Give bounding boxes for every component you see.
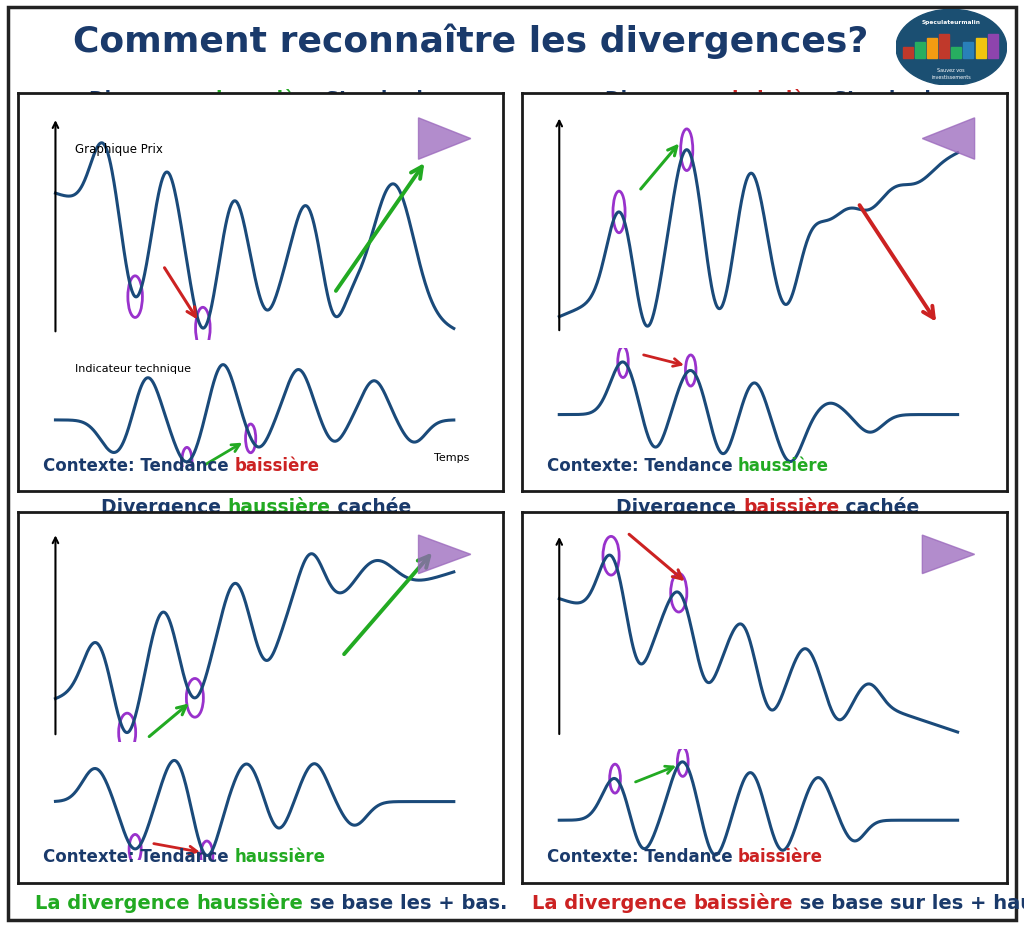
Text: Divergence: Divergence [101,498,227,516]
Text: Contexte: Tendance: Contexte: Tendance [547,457,738,475]
Text: baissière: baissière [693,895,793,913]
Bar [951,46,962,57]
Text: Divergence: Divergence [89,90,216,108]
Text: cachée: cachée [840,498,920,516]
Text: Speculateurmalin: Speculateurmalin [922,19,981,25]
Text: Comment reconnaître les divergences?: Comment reconnaître les divergences? [74,23,868,58]
Text: se base les + bas.: se base les + bas. [303,895,508,913]
Text: Standard: Standard [827,90,931,108]
Text: Contexte: Tendance: Contexte: Tendance [43,457,234,475]
Polygon shape [419,535,471,574]
Text: La divergence: La divergence [35,895,197,913]
Text: baissière: baissière [743,498,840,516]
Bar [927,38,937,57]
Ellipse shape [896,9,1007,85]
Text: La divergence: La divergence [531,895,693,913]
Text: baissière: baissière [234,457,319,475]
FancyBboxPatch shape [8,7,1016,920]
Text: se base sur les + hauts.: se base sur les + hauts. [793,895,1024,913]
Bar [939,34,949,57]
Text: haussière: haussière [216,90,318,108]
Text: Standard: Standard [318,90,423,108]
Text: haussière: haussière [227,498,331,516]
Polygon shape [923,535,975,574]
Text: haussière: haussière [738,457,829,475]
Text: Contexte: Tendance: Contexte: Tendance [43,848,234,866]
Text: Graphique Prix: Graphique Prix [76,144,163,157]
Bar [976,38,985,57]
Text: cachée: cachée [331,498,411,516]
Text: Contexte: Tendance: Contexte: Tendance [547,848,738,866]
Bar [902,46,912,57]
Bar [988,34,997,57]
Text: Temps: Temps [434,453,470,463]
Bar [964,43,974,57]
Bar [914,43,925,57]
Text: baissière: baissière [738,848,823,866]
Text: investissements: investissements [932,75,971,80]
Text: haussière: haussière [234,848,326,866]
Text: Indicateur technique: Indicateur technique [76,364,191,374]
Text: Sauvez vos: Sauvez vos [938,68,965,72]
Text: Divergence: Divergence [605,90,731,108]
Polygon shape [419,118,471,159]
Text: baissière: baissière [731,90,827,108]
Text: haussière: haussière [197,895,303,913]
Text: Divergence: Divergence [616,498,743,516]
Polygon shape [923,118,975,159]
